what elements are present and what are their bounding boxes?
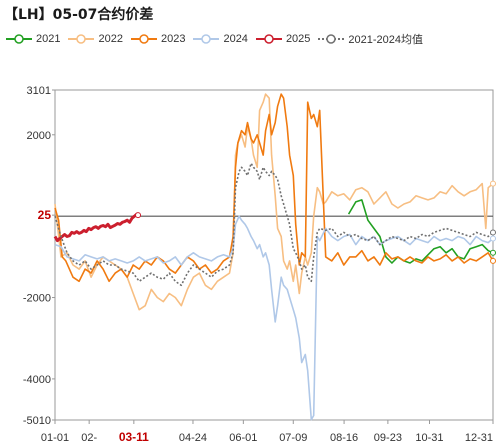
series-end-marker xyxy=(490,257,496,264)
x-tick-label: 01-01 xyxy=(41,432,69,444)
y-tick-label: 3101 xyxy=(27,85,51,97)
legend-item-average[interactable]: 2021-2024均值 xyxy=(318,31,423,47)
legend-label-2023: 2023 xyxy=(160,33,186,45)
tick-labels: 01-01 02- 03-11 04-24 06-01 07-09 08-16 09-23 10… xyxy=(23,85,493,444)
series-line-2025 xyxy=(53,212,139,243)
legend-swatch-2024 xyxy=(193,34,220,44)
x-tick-label: 03-11 xyxy=(119,430,149,444)
series-end-marker xyxy=(490,180,496,187)
legend-swatch-2025 xyxy=(255,34,282,44)
legend-item-2024[interactable]: 2024 xyxy=(193,33,248,45)
series-line-2021 xyxy=(347,199,494,264)
series-line-2024 xyxy=(54,215,494,421)
legend-label-2022: 2022 xyxy=(98,33,123,45)
legend-swatch-2021 xyxy=(6,34,32,44)
y-tick-label: -4000 xyxy=(23,374,51,386)
legend-item-2023[interactable]: 2023 xyxy=(130,33,186,45)
chart-legend: 2021 2022 2023 2024 2025 2021-2024均值 xyxy=(6,30,423,48)
x-tick-label: 06-01 xyxy=(229,432,257,444)
legend-label-average: 2021-2024均值 xyxy=(348,34,424,46)
x-tick-label: 04-24 xyxy=(179,432,207,444)
x-tick-label: 08-16 xyxy=(330,432,358,444)
series-end-marker xyxy=(135,212,142,219)
x-tick-label: 12-31 xyxy=(465,432,493,444)
y-tick-label: 25 xyxy=(38,208,52,222)
legend-item-2021[interactable]: 2021 xyxy=(6,33,60,45)
legend-swatch-2023 xyxy=(130,34,157,44)
series-end-marker xyxy=(490,229,496,236)
y-tick-label: -2000 xyxy=(23,293,51,305)
chart-title: 【LH】05-07合约价差 xyxy=(4,7,154,23)
x-tick-label: 02- xyxy=(81,432,97,444)
x-tick-label: 10-31 xyxy=(415,432,443,444)
legend-label-2021: 2021 xyxy=(36,33,61,45)
x-tick-label: 09-23 xyxy=(374,432,402,444)
legend-item-2025[interactable]: 2025 xyxy=(255,33,311,45)
y-tick-label: -5010 xyxy=(23,415,51,427)
series-line-2023 xyxy=(54,93,494,283)
series-line-2021-2024- xyxy=(54,162,494,287)
series-end-marker xyxy=(490,249,496,256)
series-line-2022 xyxy=(54,93,494,311)
legend-label-2024: 2024 xyxy=(223,33,248,45)
x-tick-label: 07-09 xyxy=(279,432,307,444)
series-layer xyxy=(53,93,496,421)
legend-swatch-average xyxy=(318,34,345,44)
legend-label-2025: 2025 xyxy=(285,33,311,45)
legend-swatch-2022 xyxy=(68,34,95,44)
legend-item-2022[interactable]: 2022 xyxy=(68,33,123,45)
series-end-marker xyxy=(490,235,496,242)
y-tick-label: 2000 xyxy=(27,130,51,142)
